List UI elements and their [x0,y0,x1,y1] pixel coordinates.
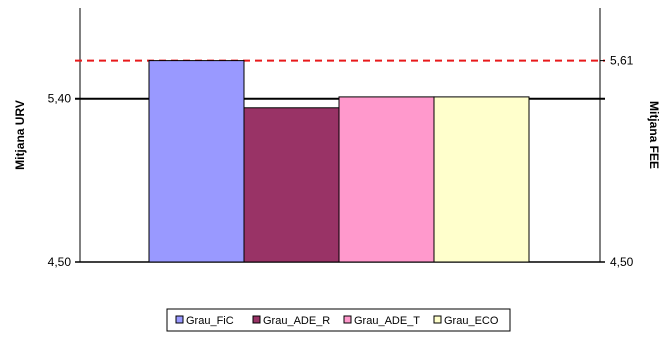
legend-label: Grau_ADE_T [354,315,420,327]
bar-grau-eco [433,96,530,263]
legend-label: Grau_ADE_R [263,315,330,327]
legend-label: Grau_ECO [444,315,499,327]
left-tick-label: 5,40 [48,92,72,106]
bar-grau-fic [148,60,245,263]
legend-swatch [433,315,442,324]
legend-label: Grau_FiC [186,315,234,327]
right-tick-label: 4,50 [610,255,634,269]
y-axis-title-left: Mitjana URV [13,100,27,170]
legend-swatch [252,315,261,324]
legend-swatch [175,315,184,324]
y-axis-title-right: Mitjana FEE [647,101,661,169]
legend-box [166,308,511,332]
right-tick-label: 5,61 [610,54,634,68]
bar-grau-ade-t [338,96,435,263]
legend-swatch [343,315,352,324]
bar-grau-ade-r [243,107,340,263]
left-tick-label: 4,50 [48,255,72,269]
